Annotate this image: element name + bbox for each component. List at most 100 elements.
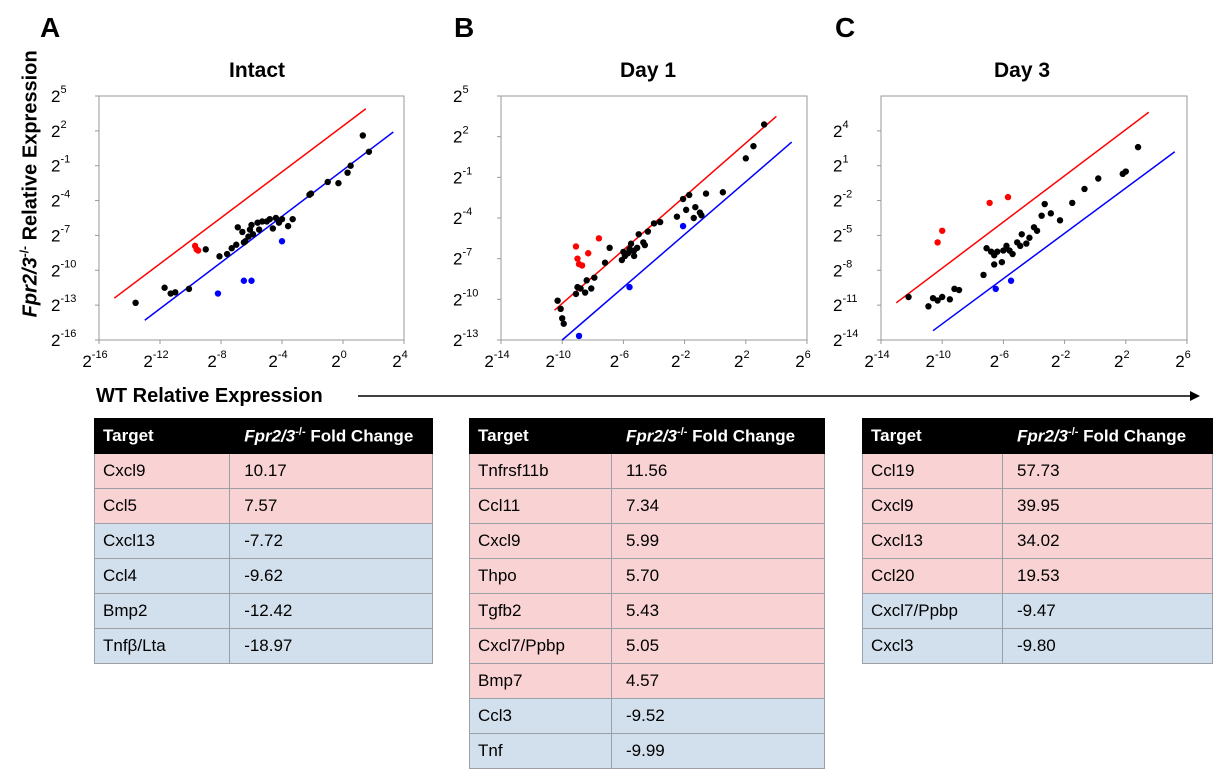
- data-point: [986, 199, 993, 207]
- cell-target: Ccl3: [469, 698, 612, 734]
- x-tick-label: 2-6: [990, 349, 1009, 371]
- data-point: [633, 244, 641, 252]
- header-sup: -/-: [295, 425, 306, 438]
- cell-fold-change: 4.57: [611, 663, 825, 699]
- table-row: Ccl3 -9.52: [469, 698, 825, 734]
- table-row: Cxcl9 5.99: [469, 523, 825, 559]
- data-point: [1038, 212, 1045, 219]
- x-tick-label: 2-16: [82, 349, 107, 371]
- data-point: [228, 245, 235, 252]
- data-point: [572, 243, 580, 250]
- data-point: [946, 296, 954, 303]
- data-point: [595, 235, 603, 242]
- data-point: [1003, 242, 1010, 250]
- table-row: Tnfrsf11b 11.56: [469, 453, 825, 489]
- data-point: [1018, 231, 1025, 238]
- panel-letter-a: A: [40, 12, 61, 43]
- data-point: [248, 277, 255, 284]
- table-row: Ccl4 -9.62: [93, 558, 433, 594]
- data-point: [557, 305, 564, 313]
- cell-fold-change: -7.72: [229, 523, 433, 559]
- data-point: [585, 250, 592, 257]
- cell-fold-change: 39.95: [1002, 488, 1213, 524]
- cell-target: Cxcl7/Ppbp: [862, 593, 1003, 629]
- data-point: [606, 244, 613, 252]
- cell-target: Bmp2: [93, 593, 231, 629]
- y-tick-label: 2-4: [453, 206, 472, 228]
- header-fold-change: Fpr2/3-/- Fold Change: [1002, 418, 1213, 454]
- data-point: [284, 222, 292, 230]
- data-point: [692, 203, 699, 211]
- data-point: [934, 239, 941, 246]
- chart-title-day1: Day 1: [619, 59, 677, 82]
- table-row: Cxcl7/Ppbp -9.47: [862, 593, 1213, 629]
- data-point: [1007, 277, 1015, 284]
- data-point: [278, 238, 286, 245]
- table-row: Ccl19 57.73: [862, 453, 1213, 489]
- table-row: Bmp2 -12.42: [93, 593, 433, 629]
- table-row: Cxcl13 -7.72: [93, 523, 433, 559]
- data-point: [289, 215, 296, 223]
- cell-target: Tnfβ/Lta: [93, 628, 231, 664]
- scatter-chart-day3: 2-14 2-10 2-6 2-2 22 26 24 21 2-2 2-5 2-8 2-11 2-14: [833, 95, 1191, 371]
- cell-fold-change: 34.02: [1002, 523, 1213, 559]
- data-point: [223, 250, 231, 258]
- data-point: [992, 285, 999, 293]
- cell-fold-change: 11.56: [611, 453, 825, 489]
- data-point: [583, 277, 590, 284]
- x-tick-label: 2-4: [268, 349, 287, 371]
- y-tick-label: 24: [833, 119, 849, 141]
- data-point: [1095, 175, 1102, 182]
- y-tick-label: 2-5: [833, 223, 852, 245]
- data-point: [161, 284, 168, 291]
- data-point: [575, 332, 583, 340]
- data-point: [750, 142, 757, 150]
- data-point: [939, 293, 946, 301]
- data-point: [577, 285, 584, 292]
- data-point: [601, 259, 609, 266]
- x-axis-label: WT Relative Expression: [96, 385, 323, 407]
- threshold-line: [113, 108, 367, 299]
- data-point: [1017, 242, 1024, 250]
- data-point: [559, 315, 566, 322]
- x-tick-label: 20: [331, 349, 347, 371]
- header-gene: Fpr2/3: [1017, 426, 1069, 446]
- data-point: [702, 190, 710, 197]
- scatter-chart-day1: 2-14 2-10 2-6 2-2 22 26 25 22 2-1 2-4 2-7 2-10 2-13: [453, 84, 811, 371]
- y-tick-label: 21: [833, 154, 849, 176]
- cell-target: Bmp7: [469, 663, 612, 699]
- x-tick-label: 2-12: [143, 349, 168, 371]
- cell-target: Cxcl9: [469, 523, 612, 559]
- data-point: [644, 228, 652, 235]
- data-point: [1023, 240, 1030, 247]
- header-gene: Fpr2/3: [626, 426, 678, 446]
- data-point: [925, 303, 932, 310]
- data-point: [214, 290, 222, 297]
- cell-fold-change: -9.52: [611, 698, 825, 734]
- y-tick-label: 2-8: [833, 258, 852, 280]
- data-point: [233, 241, 240, 248]
- cell-fold-change: 19.53: [1002, 558, 1213, 594]
- cell-fold-change: 5.70: [611, 558, 825, 594]
- data-point: [234, 224, 241, 231]
- chart-title-intact: Intact: [228, 59, 285, 82]
- fold-change-table-intact: Target Fpr2/3-/- Fold Change Cxcl9 10.17 Ccl…: [93, 418, 433, 664]
- data-point: [242, 238, 249, 245]
- data-point: [591, 274, 598, 281]
- data-point: [955, 286, 963, 294]
- table-row: Tnfβ/Lta -18.97: [93, 628, 433, 664]
- x-tick-label: 2-14: [484, 349, 509, 371]
- data-point: [266, 215, 273, 223]
- cell-target: Thpo: [469, 558, 612, 594]
- table-row: Cxcl3 -9.80: [862, 628, 1213, 664]
- y-tick-label: 2-4: [51, 189, 70, 211]
- data-point: [335, 179, 342, 187]
- y-tick-label: 2-10: [453, 287, 478, 309]
- data-point: [1056, 217, 1064, 224]
- data-point: [905, 293, 912, 301]
- plot-frame: [880, 95, 1188, 341]
- table-header-row: Target Fpr2/3-/- Fold Change: [862, 418, 1213, 454]
- data-point: [581, 289, 589, 296]
- header-suffix: Fold Change: [1078, 426, 1187, 446]
- data-point: [690, 214, 697, 222]
